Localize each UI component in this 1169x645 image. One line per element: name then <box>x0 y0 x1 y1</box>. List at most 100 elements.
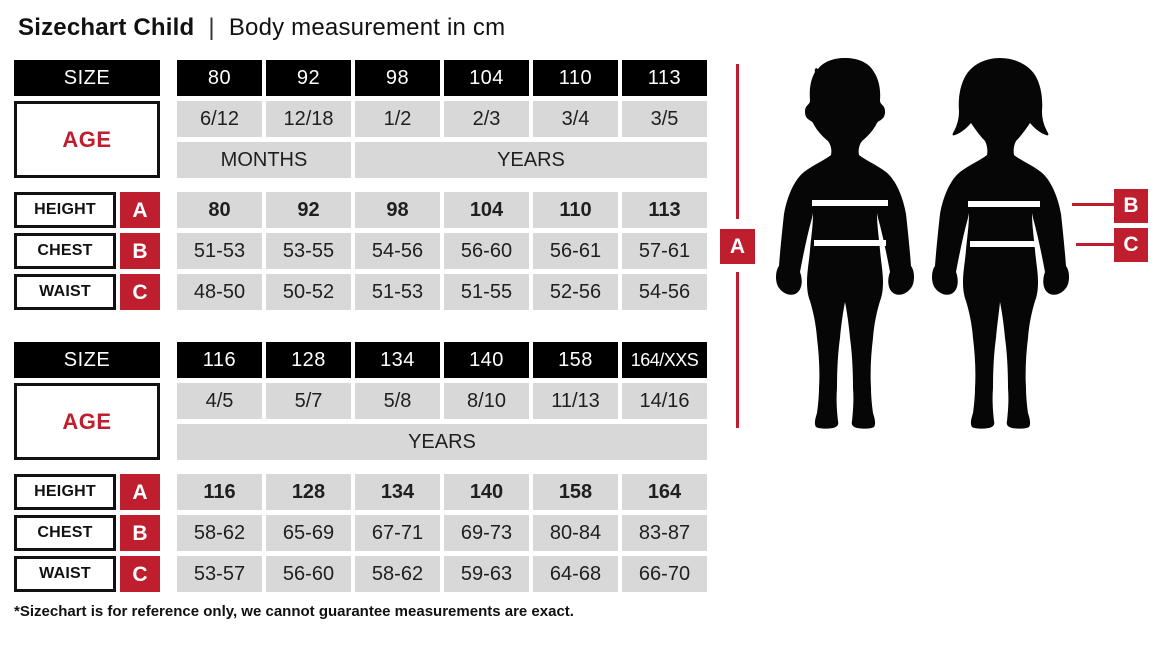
chest-cell: 80-84 <box>533 515 618 551</box>
height-cell: 92 <box>266 192 351 228</box>
waist-row-label: WAIST <box>14 556 116 592</box>
marker-b-table-badge: B <box>120 233 160 269</box>
marker-c-badge: C <box>1114 228 1148 262</box>
age-cell: 3/4 <box>533 101 618 137</box>
size-column-header: 134 <box>355 342 440 378</box>
chest-cell: 56-60 <box>444 233 529 269</box>
waist-cell: 59-63 <box>444 556 529 592</box>
boy-silhouette <box>776 58 914 429</box>
chest-cell: 83-87 <box>622 515 707 551</box>
size-column-header: 104 <box>444 60 529 96</box>
chest-cell: 67-71 <box>355 515 440 551</box>
chest-row-label: CHEST <box>14 233 116 269</box>
age-cell: 8/10 <box>444 383 529 419</box>
size-column-header: 164/XXS <box>622 342 707 378</box>
waist-cell: 51-55 <box>444 274 529 310</box>
height-row-label: HEIGHT <box>14 474 116 510</box>
disclaimer-footnote: *Sizechart is for reference only, we can… <box>14 603 574 620</box>
height-indicator-line-top <box>736 64 739 219</box>
size-column-header: 116 <box>177 342 262 378</box>
age-cell: 1/2 <box>355 101 440 137</box>
boy-chest-line <box>812 200 888 206</box>
waist-cell: 54-56 <box>622 274 707 310</box>
height-cell: 128 <box>266 474 351 510</box>
chest-cell: 57-61 <box>622 233 707 269</box>
height-cell: 140 <box>444 474 529 510</box>
girl-silhouette <box>932 58 1069 429</box>
waist-cell: 48-50 <box>177 274 262 310</box>
size-table-large-sizes: SIZE 116 128 134 140 158 164/XXS AGE 4/5… <box>14 342 707 592</box>
age-row-label: AGE <box>14 101 160 178</box>
height-row-label: HEIGHT <box>14 192 116 228</box>
title-main: Sizechart Child <box>18 14 195 41</box>
page-title: Sizechart Child | Body measurement in cm <box>18 14 505 42</box>
chest-cell: 53-55 <box>266 233 351 269</box>
age-row-label: AGE <box>14 383 160 460</box>
height-cell: 116 <box>177 474 262 510</box>
size-column-header: 113 <box>622 60 707 96</box>
age-cell: 11/13 <box>533 383 618 419</box>
size-table-small-sizes: SIZE 80 92 98 104 110 113 AGE 6/12 12/18… <box>14 60 707 310</box>
chest-cell: 56-61 <box>533 233 618 269</box>
marker-a-table-badge: A <box>120 192 160 228</box>
size-column-header: 92 <box>266 60 351 96</box>
chest-cell: 58-62 <box>177 515 262 551</box>
waist-row-label: WAIST <box>14 274 116 310</box>
waist-cell: 66-70 <box>622 556 707 592</box>
height-cell: 158 <box>533 474 618 510</box>
height-cell: 110 <box>533 192 618 228</box>
waist-cell: 64-68 <box>533 556 618 592</box>
waist-cell: 50-52 <box>266 274 351 310</box>
waist-cell: 56-60 <box>266 556 351 592</box>
size-column-header: 128 <box>266 342 351 378</box>
height-cell: 113 <box>622 192 707 228</box>
size-column-header: 140 <box>444 342 529 378</box>
girl-waist-line <box>970 241 1038 247</box>
chest-row-label: CHEST <box>14 515 116 551</box>
size-column-header: 110 <box>533 60 618 96</box>
waist-cell: 51-53 <box>355 274 440 310</box>
size-header-label: SIZE <box>14 342 160 378</box>
height-cell: 104 <box>444 192 529 228</box>
marker-c-table-badge: C <box>120 274 160 310</box>
age-unit-years: YEARS <box>177 424 707 460</box>
height-cell: 164 <box>622 474 707 510</box>
age-cell: 4/5 <box>177 383 262 419</box>
height-cell: 98 <box>355 192 440 228</box>
chest-cell: 65-69 <box>266 515 351 551</box>
age-cell: 14/16 <box>622 383 707 419</box>
girl-chest-line <box>968 201 1040 207</box>
chest-cell: 69-73 <box>444 515 529 551</box>
waist-cell: 52-56 <box>533 274 618 310</box>
boy-waist-line <box>814 240 886 246</box>
size-column-header: 158 <box>533 342 618 378</box>
marker-a-table-badge: A <box>120 474 160 510</box>
age-unit-years: YEARS <box>355 142 707 178</box>
size-column-header: 98 <box>355 60 440 96</box>
age-cell: 2/3 <box>444 101 529 137</box>
waist-cell: 58-62 <box>355 556 440 592</box>
marker-b-badge: B <box>1114 189 1148 223</box>
age-cell: 6/12 <box>177 101 262 137</box>
marker-c-table-badge: C <box>120 556 160 592</box>
marker-b-table-badge: B <box>120 515 160 551</box>
waist-cell: 53-57 <box>177 556 262 592</box>
size-column-header: 80 <box>177 60 262 96</box>
age-unit-months: MONTHS <box>177 142 351 178</box>
chest-cell: 54-56 <box>355 233 440 269</box>
size-header-label: SIZE <box>14 60 160 96</box>
title-subtitle: Body measurement in cm <box>228 14 506 41</box>
waist-indicator-line <box>1076 243 1114 246</box>
age-cell: 5/8 <box>355 383 440 419</box>
age-cell: 12/18 <box>266 101 351 137</box>
title-separator: | <box>208 14 215 41</box>
age-cell: 5/7 <box>266 383 351 419</box>
chest-indicator-line <box>1072 203 1114 206</box>
chest-cell: 51-53 <box>177 233 262 269</box>
marker-a-badge: A <box>720 229 755 264</box>
height-indicator-line-bottom <box>736 272 739 428</box>
age-cell: 3/5 <box>622 101 707 137</box>
height-cell: 80 <box>177 192 262 228</box>
height-cell: 134 <box>355 474 440 510</box>
